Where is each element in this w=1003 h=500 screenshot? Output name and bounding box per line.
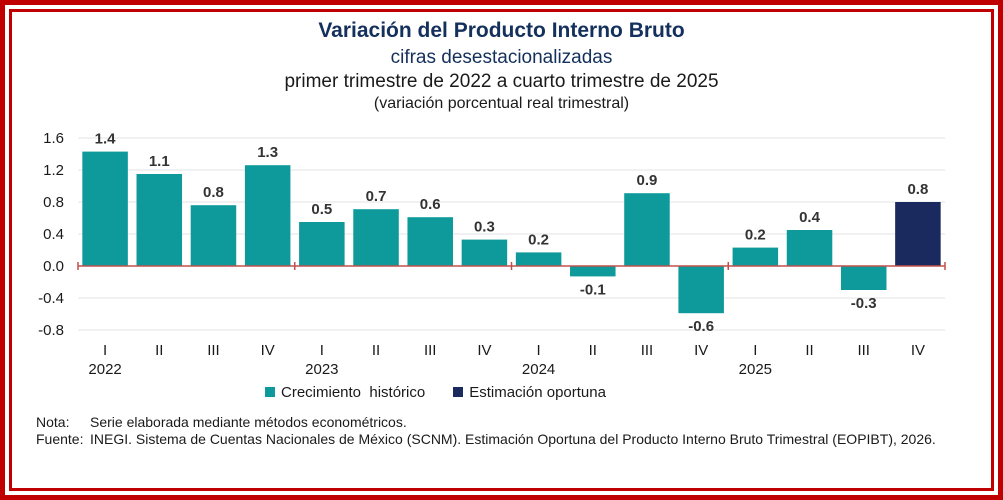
year-label: 2025 — [739, 361, 772, 378]
bar — [82, 151, 128, 266]
note-label: Nota: — [36, 414, 70, 430]
x-tick-label: III — [207, 342, 220, 359]
source-row: Fuente: INEGI. Sistema de Cuentas Nacion… — [36, 431, 966, 448]
bar — [678, 266, 724, 314]
data-label: 0.6 — [420, 196, 441, 213]
data-label: 0.2 — [528, 231, 549, 248]
data-label: -0.3 — [851, 295, 877, 312]
x-tick-label: I — [320, 342, 324, 359]
note-text: Serie elaborada mediante métodos economé… — [90, 414, 407, 430]
x-tick-label: III — [424, 342, 437, 359]
chart-subtitle-unit: (variación porcentual real trimestral) — [373, 95, 630, 112]
data-label: 0.8 — [203, 184, 224, 201]
chart-legend: Crecimiento histórico Estimación oportun… — [265, 382, 634, 402]
bar — [624, 193, 670, 266]
x-tick-label: IV — [911, 342, 925, 359]
y-tick-label: 1.6 — [43, 130, 64, 147]
data-label: 0.4 — [799, 209, 821, 226]
chart-title: Variación del Producto Interno Bruto — [318, 19, 685, 42]
data-label: 0.9 — [637, 172, 658, 189]
x-tick-label: II — [589, 342, 597, 359]
source-label: Fuente: — [36, 431, 84, 447]
legend-item-estimacion: Estimación oportuna — [453, 384, 606, 401]
data-label: 1.1 — [149, 153, 170, 170]
bar — [353, 209, 399, 266]
bar — [244, 165, 291, 266]
bar — [515, 252, 562, 266]
bar — [570, 266, 616, 277]
x-tick-label: II — [155, 342, 163, 359]
year-label: 2022 — [88, 361, 121, 378]
bar — [732, 247, 779, 266]
y-tick-label: -0.4 — [38, 290, 64, 307]
x-tick-label: IV — [694, 342, 708, 359]
year-label: 2023 — [305, 361, 338, 378]
data-label: 0.5 — [311, 201, 332, 218]
chart-subtitle-series: cifras desestacionalizadas — [390, 47, 613, 68]
x-tick-label: I — [537, 342, 541, 359]
year-label: 2024 — [522, 361, 555, 378]
bar — [461, 239, 508, 266]
legend-label-estimacion: Estimación oportuna — [469, 383, 606, 401]
y-tick-label: 0.0 — [43, 258, 64, 275]
data-label: 0.8 — [907, 181, 928, 198]
bar — [136, 174, 183, 266]
bar — [895, 202, 941, 266]
bar — [786, 230, 833, 266]
bar — [407, 217, 453, 266]
x-tick-label: III — [641, 342, 654, 359]
data-label: -0.6 — [688, 318, 714, 335]
y-tick-label: -0.8 — [38, 322, 64, 339]
y-tick-label: 0.4 — [43, 226, 64, 243]
data-label: 0.7 — [366, 188, 387, 205]
y-tick-label: 1.2 — [43, 162, 64, 179]
data-label: 0.2 — [745, 227, 766, 244]
data-label: -0.1 — [580, 281, 606, 298]
y-tick-label: 0.8 — [43, 194, 64, 211]
x-tick-label: II — [805, 342, 813, 359]
chart-notes: Nota: Serie elaborada mediante métodos e… — [36, 414, 966, 448]
data-label: 1.3 — [257, 144, 278, 161]
legend-swatch-historico — [265, 387, 275, 397]
legend-label-historico: Crecimiento histórico — [281, 383, 426, 401]
x-tick-label: I — [753, 342, 757, 359]
x-tick-label: IV — [477, 342, 491, 359]
x-tick-label: II — [372, 342, 380, 359]
bar — [190, 205, 237, 266]
note-row: Nota: Serie elaborada mediante métodos e… — [36, 414, 966, 431]
x-tick-label: IV — [261, 342, 275, 359]
source-text: INEGI. Sistema de Cuentas Nacionales de … — [90, 431, 936, 447]
data-label: 1.4 — [95, 131, 117, 148]
bar — [299, 222, 345, 266]
x-tick-label: III — [857, 342, 870, 359]
legend-swatch-estimacion — [453, 387, 464, 397]
bar — [840, 266, 887, 290]
chart-subtitle-period: primer trimestre de 2022 a cuarto trimes… — [284, 71, 719, 92]
data-label: 0.3 — [474, 219, 495, 236]
legend-item-historico: Crecimiento histórico — [265, 384, 425, 401]
x-tick-label: I — [103, 342, 107, 359]
